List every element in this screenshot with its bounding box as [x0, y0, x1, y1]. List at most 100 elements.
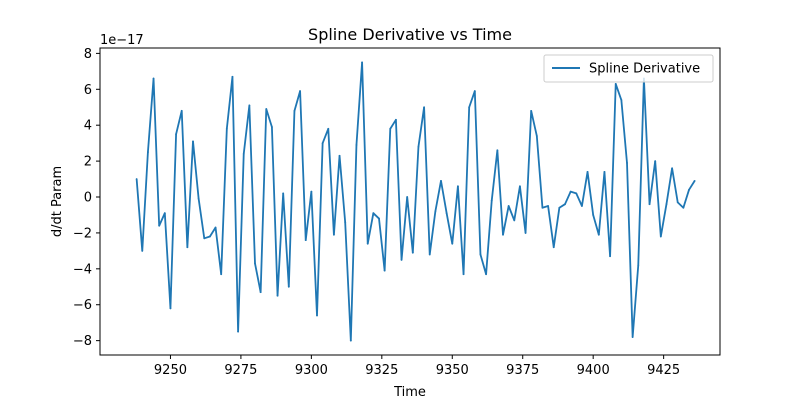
x-tick-label: 9250	[154, 363, 187, 378]
data-point	[366, 242, 369, 245]
data-point	[682, 206, 685, 209]
data-point	[688, 188, 690, 191]
data-point	[304, 239, 307, 242]
data-point	[389, 127, 392, 130]
data-point	[344, 221, 347, 224]
data-point	[158, 224, 161, 227]
data-point	[383, 269, 386, 272]
x-tick-label: 9300	[295, 363, 328, 378]
data-point	[395, 118, 397, 121]
data-point	[254, 262, 256, 265]
data-point	[654, 160, 657, 163]
data-point	[693, 179, 696, 182]
plot-area	[135, 61, 696, 342]
data-point	[271, 126, 273, 128]
data-point	[147, 151, 149, 154]
data-point	[237, 330, 239, 333]
data-point	[485, 273, 487, 276]
data-point	[451, 242, 454, 245]
data-point	[276, 294, 279, 297]
data-point	[530, 109, 533, 112]
data-point	[327, 127, 330, 130]
data-point	[457, 185, 459, 188]
x-axis-label: Time	[393, 385, 426, 400]
data-point	[242, 153, 245, 155]
data-point	[434, 210, 437, 213]
y-axis-label: d/dt Param	[50, 166, 65, 237]
data-point	[468, 106, 471, 109]
data-point	[400, 258, 403, 261]
data-point	[321, 142, 324, 145]
data-point	[417, 145, 420, 148]
data-point	[265, 108, 268, 110]
y-tick-label: 0	[84, 191, 92, 206]
y-tick-label: −8	[73, 334, 92, 349]
data-point	[648, 203, 651, 206]
data-point	[299, 90, 301, 92]
data-point	[569, 190, 572, 193]
data-point	[637, 264, 640, 267]
data-point	[676, 201, 679, 204]
data-point	[603, 170, 606, 173]
data-point	[378, 217, 380, 220]
data-point	[428, 253, 431, 256]
data-point	[197, 197, 200, 200]
data-point	[440, 179, 442, 182]
legend: Spline Derivative	[543, 54, 714, 83]
ticks: 9250 9275 9300 9325 9350 9375 9400 9425 −8 −6 −4 −2…	[73, 47, 680, 378]
data-point	[163, 212, 166, 215]
y-tick-label: −2	[73, 226, 92, 241]
data-point	[423, 106, 425, 109]
y-tick-label: 4	[84, 119, 92, 134]
data-point	[473, 90, 476, 92]
data-point	[349, 339, 352, 342]
data-point	[620, 99, 623, 101]
data-point	[180, 109, 183, 112]
y-tick-label: −6	[73, 298, 92, 313]
data-point	[214, 226, 217, 229]
axes-frame	[99, 47, 721, 356]
data-point	[659, 235, 662, 238]
data-point	[547, 205, 549, 207]
data-point	[626, 162, 628, 164]
data-point	[259, 291, 262, 294]
data-point	[552, 246, 555, 249]
data-point	[597, 233, 600, 236]
y-offset-label: 1e−17	[100, 33, 144, 48]
data-point	[282, 192, 285, 195]
data-point	[541, 206, 544, 209]
data-point	[248, 104, 251, 107]
data-point	[333, 233, 335, 236]
data-point	[293, 109, 296, 112]
data-point	[507, 205, 510, 207]
data-point	[231, 75, 234, 78]
data-point	[671, 167, 673, 170]
data-point	[502, 233, 504, 236]
data-point	[220, 273, 223, 276]
data-point	[581, 205, 583, 207]
x-tick-label: 9425	[647, 363, 680, 378]
y-tick-label: 2	[84, 155, 92, 170]
x-tick-label: 9275	[224, 363, 257, 378]
data-point	[490, 199, 493, 202]
data-point	[186, 246, 189, 249]
y-tick-label: 8	[84, 47, 92, 62]
data-point	[361, 61, 363, 64]
data-point	[445, 212, 448, 215]
data-point	[586, 170, 589, 173]
data-point	[287, 285, 290, 288]
data-point	[411, 251, 414, 254]
data-point	[316, 314, 318, 317]
data-point	[665, 203, 668, 206]
data-point	[614, 83, 617, 85]
data-point	[513, 219, 516, 222]
data-point	[310, 190, 313, 193]
data-point	[152, 77, 155, 80]
data-point	[609, 255, 611, 258]
data-point	[338, 154, 341, 157]
y-tick-label: 6	[84, 83, 92, 98]
series-line-spline-derivative	[135, 61, 696, 342]
data-point	[558, 206, 561, 209]
data-point	[631, 336, 634, 338]
